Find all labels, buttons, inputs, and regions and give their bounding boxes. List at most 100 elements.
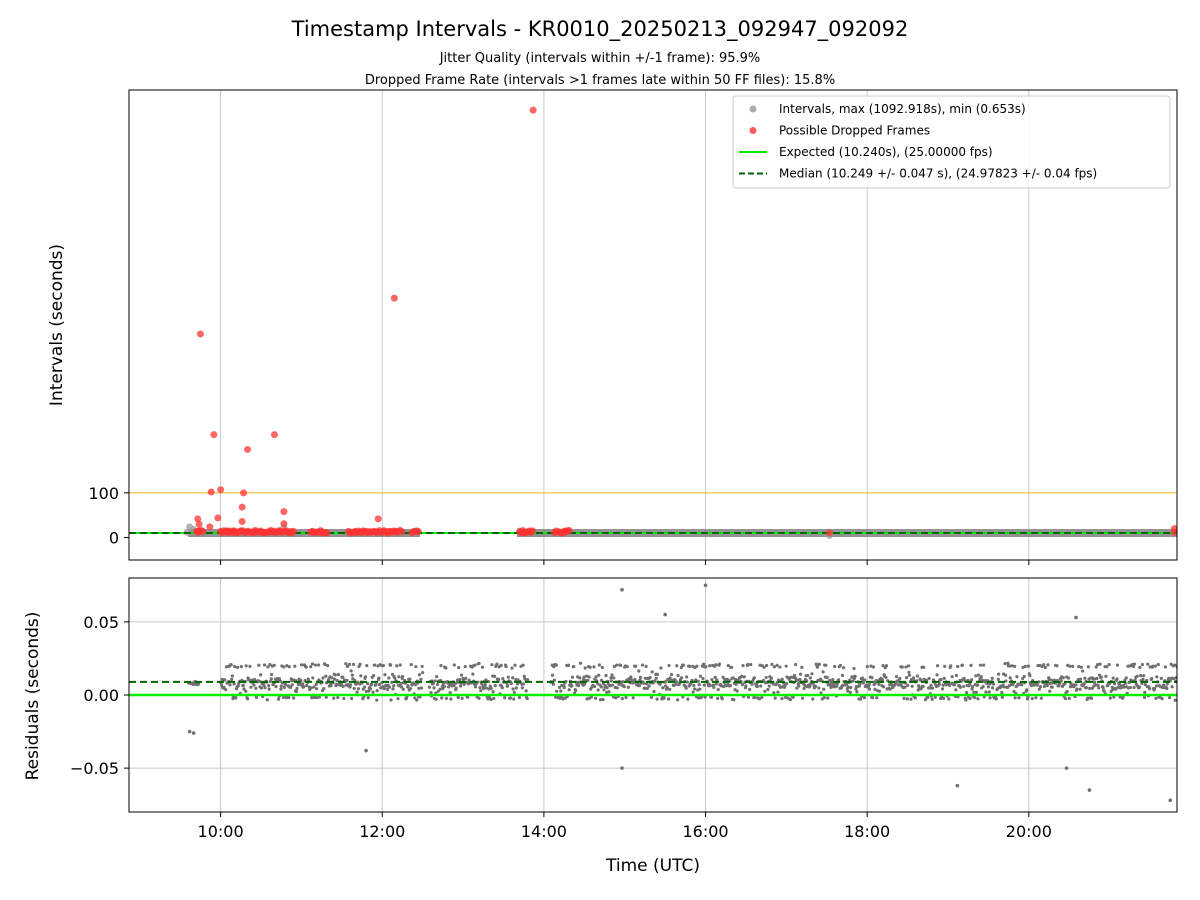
residual-point-904 — [785, 682, 789, 686]
residual-point-300 — [390, 680, 394, 684]
residual-point-700 — [661, 686, 665, 690]
residual-point-274 — [374, 682, 378, 687]
residual-point-1431 — [1104, 674, 1108, 678]
dropped-frame-point-16 — [206, 523, 214, 531]
residual-point-1513 — [1154, 696, 1158, 701]
residual-point-630 — [619, 663, 623, 668]
residual-point-1045 — [870, 676, 874, 680]
residual-point-363 — [434, 697, 438, 701]
residual-point-393 — [452, 663, 456, 667]
residual-point-1137 — [926, 696, 930, 700]
residual-point-673 — [645, 682, 649, 686]
residual-point-768 — [702, 683, 706, 687]
residual-point-332 — [409, 663, 413, 667]
residual-point-177 — [315, 695, 319, 700]
residual-point-817 — [732, 698, 736, 702]
residual-point-386 — [448, 690, 452, 695]
residual-point-470 — [499, 663, 503, 667]
residual-point-310 — [396, 697, 400, 701]
residual-point-1194 — [960, 663, 965, 667]
dropped-frame-point-7 — [217, 486, 225, 494]
residual-point-677 — [647, 684, 651, 688]
residual-outlier-1 — [663, 612, 667, 617]
residual-point-740 — [685, 680, 689, 684]
residual-point-1329 — [1042, 684, 1046, 689]
residual-point-298 — [388, 663, 393, 667]
residual-point-636 — [622, 685, 626, 689]
residual-point-601 — [601, 697, 605, 702]
residual-point-1069 — [884, 664, 889, 668]
residual-point-1477 — [1132, 685, 1136, 690]
residual-point-725 — [676, 673, 680, 678]
residual-point-873 — [766, 687, 770, 692]
residual-point-738 — [684, 686, 688, 690]
residual-point-798 — [720, 697, 724, 701]
residual-point-1338 — [1048, 689, 1052, 693]
residual-point-1159 — [939, 677, 943, 682]
residual-point-524 — [554, 663, 558, 667]
residual-point-816 — [731, 676, 735, 680]
dropped-frame-point-29 — [825, 529, 833, 537]
residual-point-26 — [224, 687, 228, 692]
residual-point-926 — [798, 678, 802, 682]
residual-point-1471 — [1128, 685, 1132, 690]
residual-point-176 — [315, 687, 319, 691]
residual-point-969 — [824, 663, 828, 667]
residual-point-82 — [258, 679, 262, 684]
residual-point-594 — [597, 673, 601, 677]
residual-point-1402 — [1086, 665, 1090, 669]
residual-point-314 — [398, 663, 402, 667]
residual-point-23 — [222, 685, 226, 689]
residual-point-261 — [366, 696, 370, 700]
residual-point-1273 — [1008, 676, 1012, 680]
residual-point-841 — [746, 695, 751, 699]
residual-point-233 — [349, 669, 353, 673]
residual-point-921 — [795, 686, 799, 690]
residual-point-1408 — [1090, 686, 1094, 690]
dropped-frame-point-17 — [230, 527, 238, 535]
residual-point-1396 — [1083, 676, 1087, 680]
x-tick-label-0: 10:00 — [198, 822, 244, 841]
residual-point-506 — [521, 663, 525, 667]
residual-point-348 — [419, 677, 423, 681]
residual-point-761 — [698, 687, 702, 691]
residual-outlier-0 — [620, 587, 624, 592]
residual-point-387 — [449, 697, 453, 701]
residual-point-1233 — [984, 690, 988, 694]
residual-point-1101 — [904, 665, 908, 669]
x-tick-label-4: 18:00 — [844, 822, 890, 841]
residual-point-513 — [525, 696, 529, 701]
residual-point-766 — [701, 676, 705, 681]
residual-point-359 — [432, 686, 436, 690]
residual-point-1428 — [1102, 689, 1106, 693]
residual-point-614 — [609, 676, 613, 680]
dropped-frame-point-23 — [264, 528, 272, 536]
residual-point-724 — [676, 698, 680, 702]
residual-point-243 — [355, 690, 359, 694]
residual-point-302 — [391, 687, 395, 691]
residual-point-647 — [629, 675, 633, 679]
residual-point-529 — [557, 685, 562, 690]
dropped-frame-point-4 — [270, 431, 278, 439]
residual-point-339 — [413, 683, 418, 687]
residual-point-428 — [473, 685, 478, 689]
residual-point-741 — [686, 697, 690, 701]
residual-point-1315 — [1034, 696, 1038, 700]
residual-point-209 — [335, 682, 339, 686]
dropped-frame-point-0 — [529, 106, 537, 114]
residual-point-1494 — [1142, 695, 1147, 700]
residual-point-1201 — [965, 691, 969, 695]
residual-point-1303 — [1026, 664, 1030, 668]
residual-point-996 — [840, 673, 845, 677]
residual-point-98 — [267, 687, 271, 691]
residual-point-884 — [772, 665, 776, 669]
residual-point-37 — [230, 674, 234, 678]
residual-point-1099 — [903, 685, 907, 689]
residual-point-269 — [371, 690, 375, 694]
x-axis-label-time: Time (UTC) — [605, 856, 700, 876]
residual-point-130 — [287, 695, 291, 700]
residual-point-1047 — [871, 665, 876, 669]
dropped-frame-point-28 — [560, 529, 568, 537]
residual-point-453 — [489, 697, 493, 701]
residual-point-174 — [313, 663, 318, 667]
